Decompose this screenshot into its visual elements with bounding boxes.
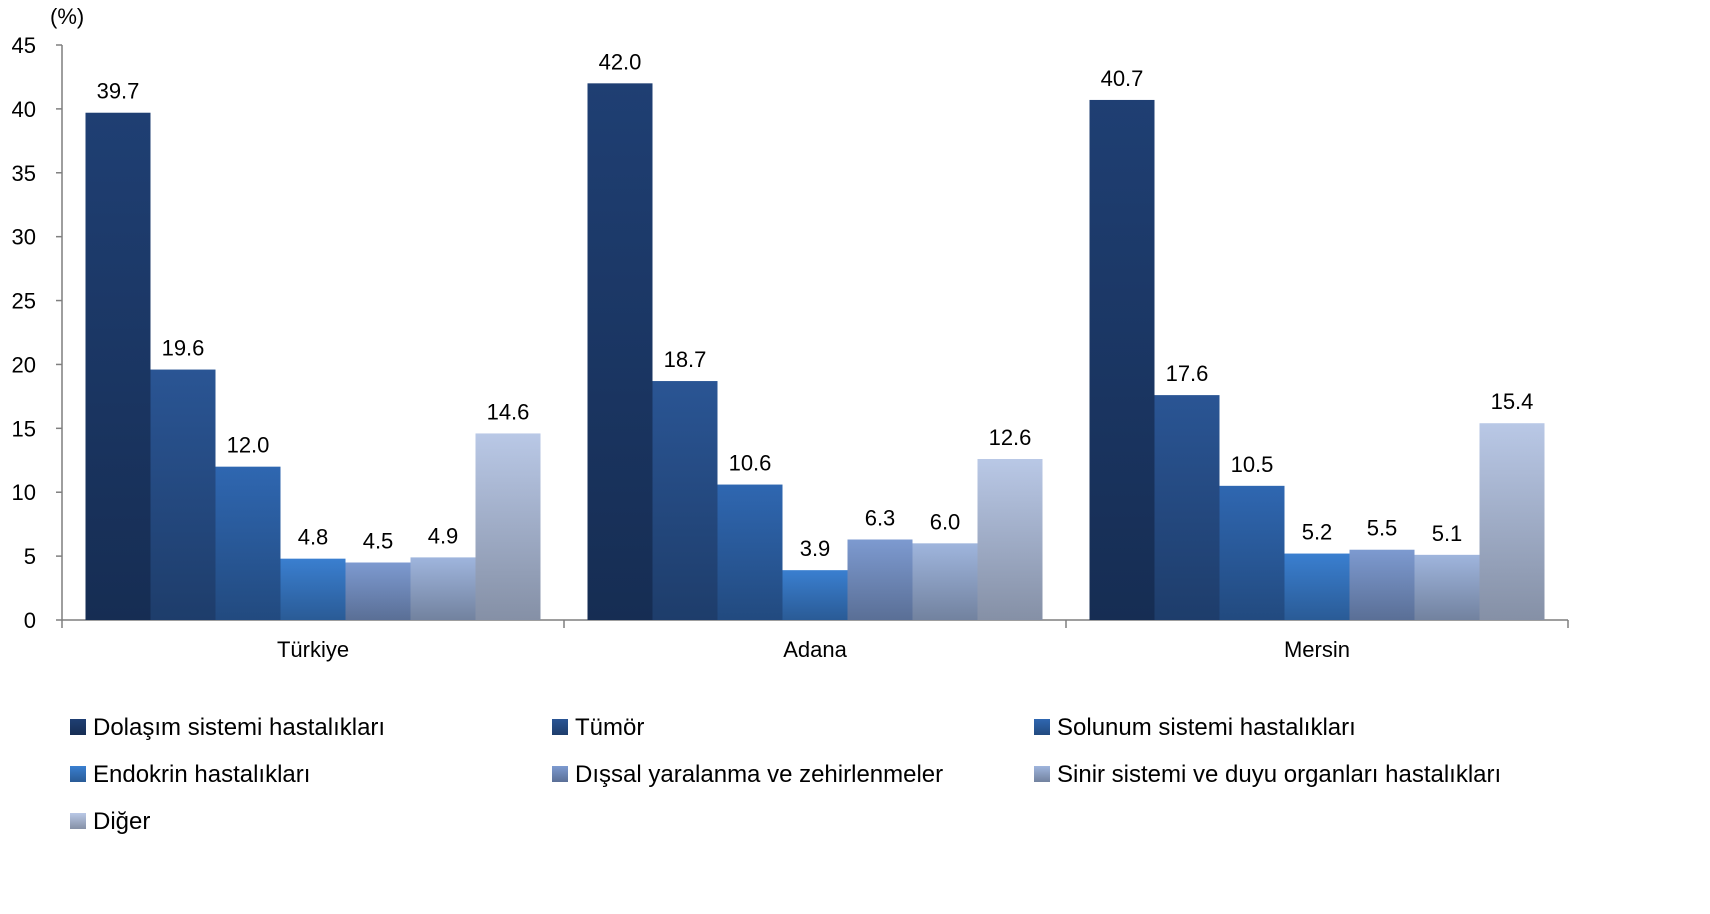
legend-item: Dışsal yaralanma ve zehirlenmeler <box>552 761 943 788</box>
legend-swatch <box>70 719 86 735</box>
legend-swatch <box>552 719 568 735</box>
bar <box>912 543 978 620</box>
bar <box>1479 423 1545 620</box>
y-tick-label: 30 <box>12 225 36 250</box>
legend-label: Endokrin hastalıkları <box>93 761 310 788</box>
category-label: Türkiye <box>277 637 349 662</box>
legend-item: Tümör <box>552 714 644 741</box>
bar <box>1284 553 1350 620</box>
category-labels: Türkiye Adana Mersin <box>277 637 1350 662</box>
bar <box>782 570 848 620</box>
data-label: 5.5 <box>1367 516 1398 541</box>
legend-swatch <box>1034 719 1050 735</box>
data-label: 19.6 <box>162 336 205 361</box>
y-tick-label: 10 <box>12 480 36 505</box>
bar <box>977 459 1043 620</box>
bar <box>475 433 541 620</box>
legend-label: Sinir sistemi ve duyu organları hastalık… <box>1057 761 1501 788</box>
legend-label: Diğer <box>93 808 150 835</box>
bar <box>1154 395 1220 620</box>
bar <box>1414 554 1480 620</box>
y-tick-label: 0 <box>24 608 36 633</box>
legend-label: Dışsal yaralanma ve zehirlenmeler <box>575 761 943 788</box>
legend: Dolaşım sistemi hastalıkları Tümör Solunum… <box>70 714 1501 835</box>
bar <box>652 381 718 620</box>
category-label: Adana <box>783 637 847 662</box>
data-label: 12.6 <box>989 425 1032 450</box>
legend-swatch <box>70 766 86 782</box>
data-label: 14.6 <box>487 399 530 424</box>
data-label: 5.2 <box>1302 520 1333 545</box>
data-label: 4.8 <box>298 525 329 550</box>
data-label: 15.4 <box>1491 389 1534 414</box>
bar <box>1349 549 1415 620</box>
data-label: 5.1 <box>1432 521 1463 546</box>
y-tick-label: 25 <box>12 289 36 314</box>
y-tick-label: 20 <box>12 352 36 377</box>
data-labels: 39.7 19.6 12.0 4.8 4.5 4.9 14.6 42.0 18.7 10.6 3.9… <box>97 49 1534 561</box>
data-label: 3.9 <box>800 536 831 561</box>
unit-label: (%) <box>50 4 84 29</box>
bar <box>345 562 411 620</box>
bar <box>1089 99 1155 620</box>
legend-label: Dolaşım sistemi hastalıkları <box>93 714 385 741</box>
data-label: 18.7 <box>664 347 707 372</box>
data-label: 6.0 <box>930 509 961 534</box>
legend-item: Diğer <box>70 808 150 835</box>
bar <box>280 558 346 620</box>
bar <box>215 466 281 620</box>
data-label: 10.5 <box>1231 452 1274 477</box>
y-tick-label: 15 <box>12 416 36 441</box>
data-label: 4.5 <box>363 529 394 554</box>
data-label: 6.3 <box>865 506 896 531</box>
legend-swatch <box>552 766 568 782</box>
bar <box>85 112 151 620</box>
legend-label: Solunum sistemi hastalıkları <box>1057 714 1356 741</box>
bar <box>410 557 476 620</box>
data-label: 12.0 <box>227 433 270 458</box>
data-label: 10.6 <box>729 451 772 476</box>
legend-item: Solunum sistemi hastalıkları <box>1034 714 1356 741</box>
y-tick-label: 40 <box>12 97 36 122</box>
legend-swatch <box>70 813 86 829</box>
legend-item: Dolaşım sistemi hastalıkları <box>70 714 385 741</box>
data-label: 17.6 <box>1166 361 1209 386</box>
legend-item: Endokrin hastalıkları <box>70 761 310 788</box>
bar <box>717 484 783 620</box>
bar <box>1219 485 1285 620</box>
data-label: 40.7 <box>1101 66 1144 91</box>
bar <box>847 539 913 620</box>
legend-item: Sinir sistemi ve duyu organları hastalık… <box>1034 761 1501 788</box>
bar <box>150 369 216 620</box>
bars <box>85 83 1545 621</box>
bar <box>587 83 653 621</box>
category-label: Mersin <box>1284 637 1350 662</box>
data-label: 4.9 <box>428 523 459 548</box>
y-tick-label: 45 <box>12 33 36 58</box>
y-tick-label: 35 <box>12 161 36 186</box>
data-label: 42.0 <box>599 49 642 74</box>
y-tick-label: 5 <box>24 544 36 569</box>
legend-label: Tümör <box>575 714 644 741</box>
data-label: 39.7 <box>97 79 140 104</box>
legend-swatch <box>1034 766 1050 782</box>
